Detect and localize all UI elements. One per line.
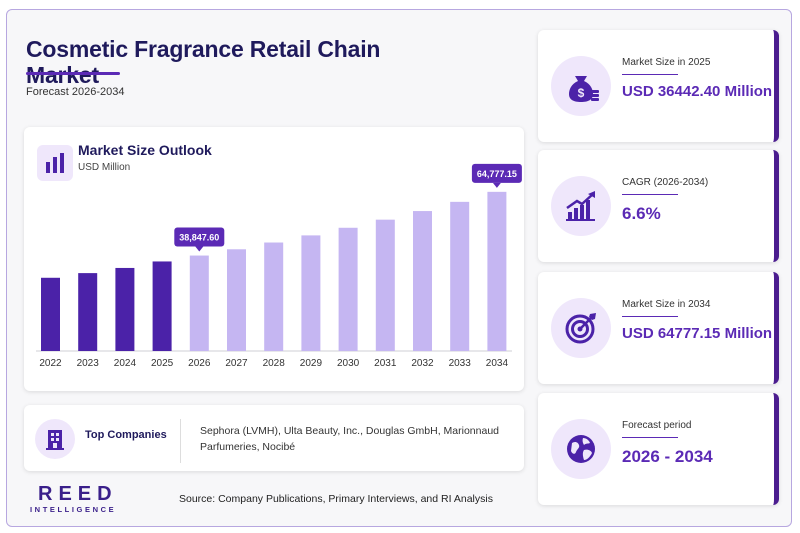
money-bag-icon: $ (551, 56, 611, 116)
bar-2034 (487, 191, 507, 351)
growth-chart-icon (551, 176, 611, 236)
stat-value: USD 36442.40 Million (622, 83, 773, 100)
bar-2027 (227, 249, 246, 351)
bar-2023 (78, 273, 98, 351)
x-tick-label: 2031 (374, 358, 397, 369)
stat-label: Market Size in 2025 (622, 57, 711, 68)
x-tick-label: 2030 (337, 358, 360, 369)
svg-text:64,777.15: 64,777.15 (477, 169, 517, 179)
data-label-2026: 38,847.60 (174, 227, 225, 252)
stat-label: CAGR (2026-2034) (622, 177, 709, 188)
top-companies-label: Top Companies (85, 429, 167, 441)
x-tick-label: 2029 (300, 358, 323, 369)
page-title: Cosmetic Fragrance Retail Chain Market (26, 36, 381, 88)
bar-2028 (264, 242, 284, 351)
building-icon (35, 419, 75, 459)
data-label-2034: 64,777.15 (471, 163, 522, 188)
stat-underline (622, 437, 678, 438)
bar-2033 (450, 201, 470, 351)
brand-logo: REED (38, 483, 118, 505)
bar-2030 (338, 227, 358, 351)
x-tick-label: 2026 (188, 358, 211, 369)
x-tick-label: 2034 (486, 358, 509, 369)
chart-title: Market Size Outlook (78, 142, 212, 158)
svg-text:$: $ (578, 86, 585, 100)
top-companies-card: Top Companies Sephora (LVMH), Ulta Beaut… (24, 405, 524, 471)
bar-2022 (41, 277, 60, 351)
source-note: Source: Company Publications, Primary In… (179, 493, 493, 505)
svg-text:38,847.60: 38,847.60 (179, 233, 219, 243)
stat-card-market-size-2034: Market Size in 2034 USD 64777.15 Million (538, 272, 779, 384)
x-tick-label: 2027 (225, 358, 248, 369)
chart-unit: USD Million (78, 162, 131, 173)
bar-2031 (375, 219, 395, 351)
top-companies-list: Sephora (LVMH), Ulta Beauty, Inc., Dougl… (200, 425, 499, 453)
bar-2032 (413, 211, 432, 351)
title-underline (26, 72, 120, 75)
x-tick-label: 2033 (449, 358, 472, 369)
stat-underline (622, 74, 678, 75)
x-tick-label: 2023 (77, 358, 100, 369)
divider (180, 419, 181, 463)
bar-2029 (301, 235, 321, 351)
x-tick-label: 2022 (39, 358, 62, 369)
page-subtitle: Forecast 2026-2034 (26, 86, 125, 98)
brand-logo-subtitle: INTELLIGENCE (30, 505, 117, 514)
stat-label: Market Size in 2034 (622, 299, 711, 310)
bar-chart: 2022 2023 2024 2025 2026 2027 2028 2029 2030 2031… (36, 163, 522, 369)
x-tick-label: 2032 (411, 358, 434, 369)
market-size-chart-card: Market Size Outlook USD Million 2022 2023… (24, 127, 524, 391)
stat-value: 2026 - 2034 (622, 447, 713, 466)
globe-icon (551, 419, 611, 479)
stat-underline (622, 194, 678, 195)
x-tick-label: 2024 (114, 358, 137, 369)
stat-value: USD 64777.15 Million (622, 325, 773, 342)
stat-card-forecast-period: Forecast period 2026 - 2034 (538, 393, 779, 505)
bar-chart-icon (37, 145, 73, 181)
bar-2026 (189, 255, 209, 351)
target-icon (551, 298, 611, 358)
x-tick-label: 2025 (151, 358, 174, 369)
stat-card-market-size-2025: $ Market Size in 2025 USD 36442.40 Milli… (538, 30, 779, 142)
stat-card-cagr: CAGR (2026-2034) 6.6% (538, 150, 779, 262)
stat-underline (622, 316, 678, 317)
stat-value: 6.6% (622, 204, 661, 223)
x-tick-label: 2028 (263, 358, 286, 369)
stat-label: Forecast period (622, 420, 692, 431)
bar-2025 (152, 261, 172, 351)
bar-2024 (115, 267, 135, 351)
